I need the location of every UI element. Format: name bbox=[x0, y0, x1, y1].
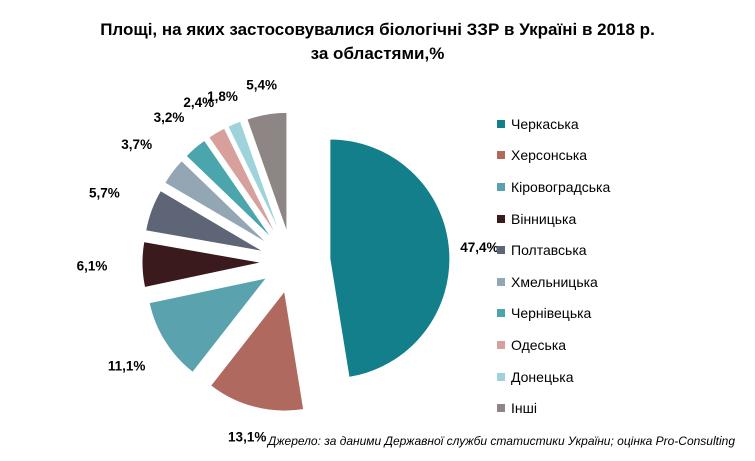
legend-item: Хмельницька bbox=[497, 266, 747, 298]
slice-value-label-9: 1,8% bbox=[207, 89, 238, 104]
legend-item: Херсонська bbox=[497, 140, 747, 172]
legend-item: Чернівецька bbox=[497, 298, 747, 330]
slice-value-label-4: 6,1% bbox=[77, 258, 108, 273]
legend-swatch bbox=[497, 340, 505, 349]
legend-swatch bbox=[497, 182, 505, 191]
legend-swatch bbox=[497, 277, 505, 286]
legend-item: Кіровоградська bbox=[497, 171, 747, 203]
pie-slice-8 bbox=[208, 127, 278, 237]
pie-slice-9 bbox=[227, 120, 281, 235]
legend-item: Донецька bbox=[497, 361, 747, 393]
legend-swatch bbox=[497, 372, 505, 381]
source-note: Джерело: за даними Державної служби стат… bbox=[267, 434, 735, 448]
slice-value-label-8: 2,4% bbox=[183, 95, 214, 110]
legend-item: Полтавська bbox=[497, 234, 747, 266]
slice-value-label-3: 11,1% bbox=[108, 358, 146, 373]
legend-item: Одеська bbox=[497, 329, 747, 361]
legend-label: Вінницька bbox=[511, 210, 577, 227]
legend-label: Одеська bbox=[511, 336, 567, 353]
legend-item: Вінницька bbox=[497, 203, 747, 235]
legend-item: Черкаська bbox=[497, 108, 747, 140]
chart-legend: Черкаська Херсонська Кіровоградська Вінниць… bbox=[497, 108, 747, 424]
slice-value-label-5: 5,7% bbox=[89, 186, 120, 201]
chart-title: Площі, на яких застосовувалися біологічн… bbox=[0, 18, 755, 66]
legend-label: Чернівецька bbox=[511, 305, 592, 322]
legend-swatch bbox=[497, 246, 505, 255]
slice-value-label-1: 47,4% bbox=[460, 240, 498, 255]
legend-item: Інші bbox=[497, 392, 747, 424]
pie-slice-2 bbox=[209, 289, 305, 412]
slice-value-label-6: 3,7% bbox=[121, 137, 152, 152]
pie-slice-6 bbox=[164, 159, 269, 245]
legend-label: Херсонська bbox=[511, 147, 588, 164]
pie-slice-7 bbox=[185, 139, 273, 240]
legend-swatch bbox=[497, 214, 505, 223]
slice-value-label-7: 3,2% bbox=[154, 110, 185, 125]
chart-title-line-2: за областями,% bbox=[310, 44, 445, 63]
chart-title-line-1: Площі, на яких застосовувалися біологічн… bbox=[100, 20, 655, 39]
legend-swatch bbox=[497, 151, 505, 160]
legend-label: Кіровоградська bbox=[511, 178, 611, 195]
pie-slice-10 bbox=[246, 111, 288, 233]
legend-swatch bbox=[497, 309, 505, 318]
legend-swatch bbox=[497, 404, 505, 413]
slice-value-label-10: 5,4% bbox=[246, 78, 277, 93]
legend-label: Черкаська bbox=[511, 115, 579, 132]
legend-label: Донецька bbox=[511, 368, 574, 385]
pie-slice-4 bbox=[141, 241, 263, 289]
legend-label: Хмельницька bbox=[511, 273, 598, 290]
legend-swatch bbox=[497, 119, 505, 128]
pie-slice-5 bbox=[145, 189, 265, 253]
legend-label: Інші bbox=[511, 400, 537, 417]
legend-label: Полтавська bbox=[511, 242, 587, 259]
pie-slice-1 bbox=[329, 138, 451, 378]
pie-slice-3 bbox=[148, 277, 268, 374]
slice-value-label-2: 13,1% bbox=[228, 429, 266, 444]
